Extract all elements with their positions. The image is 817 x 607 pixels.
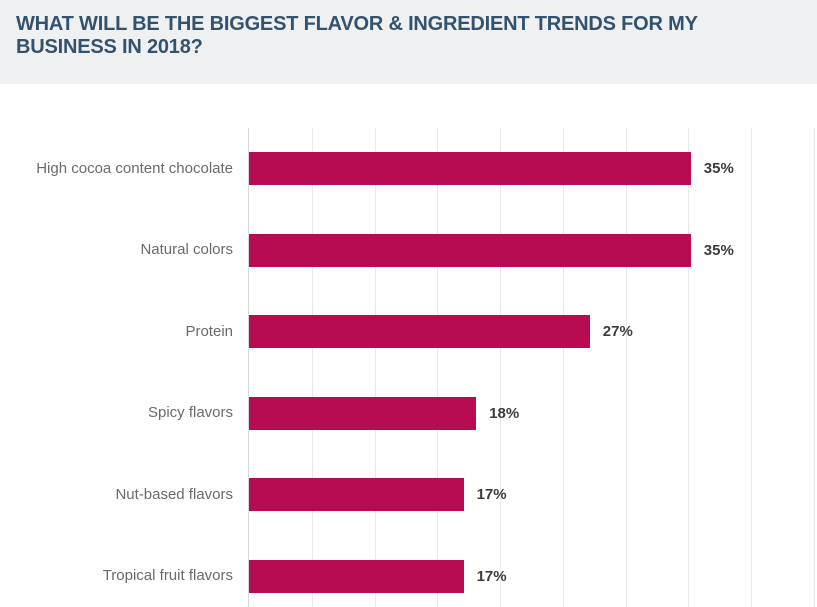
value-label: 35% bbox=[703, 241, 734, 259]
gridline bbox=[814, 128, 815, 607]
bar-area: 35% bbox=[249, 210, 817, 292]
gridline bbox=[311, 128, 313, 607]
gridline bbox=[500, 128, 502, 607]
bar-area: 27% bbox=[249, 291, 817, 373]
gridline bbox=[562, 128, 564, 607]
bar bbox=[249, 233, 691, 267]
bar bbox=[249, 152, 691, 186]
bar-rows: High cocoa content chocolate 35% Natural… bbox=[0, 128, 817, 607]
value-label: 35% bbox=[703, 160, 734, 178]
bar-row: High cocoa content chocolate 35% bbox=[0, 128, 817, 210]
value-label: 27% bbox=[602, 323, 633, 341]
value-label: 17% bbox=[476, 486, 507, 504]
value-label: 17% bbox=[476, 567, 507, 585]
bar-area: 17% bbox=[249, 454, 817, 536]
y-axis-line bbox=[248, 128, 249, 607]
gridline bbox=[688, 128, 690, 607]
bar bbox=[249, 478, 464, 512]
value-label: 18% bbox=[489, 404, 520, 422]
chart-header: WHAT WILL BE THE BIGGEST FLAVOR & INGRED… bbox=[0, 0, 817, 84]
bar-area: 35% bbox=[249, 128, 817, 210]
bar-row: Spicy flavors 18% bbox=[0, 373, 817, 455]
bar-chart: High cocoa content chocolate 35% Natural… bbox=[0, 128, 817, 607]
bar-area: 18% bbox=[249, 373, 817, 455]
gridline bbox=[437, 128, 439, 607]
gridline bbox=[374, 128, 376, 607]
bar-area: 17% bbox=[249, 536, 817, 607]
gridline bbox=[751, 128, 753, 607]
bar bbox=[249, 315, 590, 349]
category-label: Natural colors bbox=[140, 241, 233, 259]
bar-row: Protein 27% bbox=[0, 291, 817, 373]
chart-title: WHAT WILL BE THE BIGGEST FLAVOR & INGRED… bbox=[16, 13, 698, 58]
category-label: High cocoa content chocolate bbox=[36, 159, 233, 177]
bar-row: Natural colors 35% bbox=[0, 210, 817, 292]
category-label: Spicy flavors bbox=[147, 404, 233, 422]
bar bbox=[249, 396, 477, 430]
bar-row: Tropical fruit flavors 17% bbox=[0, 536, 817, 607]
category-label: Protein bbox=[185, 322, 233, 340]
gridlines bbox=[249, 128, 815, 607]
category-label: Nut-based flavors bbox=[115, 485, 233, 503]
bar-row: Nut-based flavors 17% bbox=[0, 454, 817, 536]
category-label: Tropical fruit flavors bbox=[102, 567, 233, 585]
gridline bbox=[625, 128, 627, 607]
bar bbox=[249, 559, 464, 593]
